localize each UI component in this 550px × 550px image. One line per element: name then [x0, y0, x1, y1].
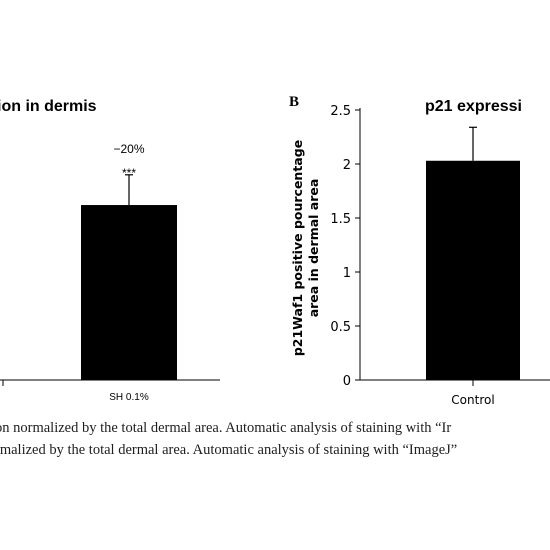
- panel-b-y-tick-label: 2.5: [330, 104, 351, 119]
- panel-a-bar: [81, 205, 177, 380]
- panel-a-category-label: SH 0.1%: [109, 392, 149, 403]
- panel-b-category-label: Control: [451, 393, 494, 407]
- panel-a-significance: ***: [122, 166, 136, 180]
- panel-b-y-tick-label: 1: [343, 266, 351, 281]
- panel-b-y-axis-label: p21Waf1 positive pourcentage area in der…: [290, 140, 321, 356]
- panel-b-y-tick-label: 0.5: [330, 320, 351, 335]
- panel-b-y-axis-label-line2: area in dermal area: [306, 179, 321, 318]
- panel-b-y-tick-label: 0: [343, 374, 351, 389]
- panel-b-bar: [426, 160, 520, 380]
- panel-b: B p21 expressi p21Waf1 positive pourcent…: [289, 94, 550, 407]
- panel-a-percent-change: −20%: [113, 142, 144, 156]
- panel-a: ion in dermis SH 0.1% −20% ***: [0, 98, 220, 403]
- figure-caption-line-2: rmalized by the total dermal area. Autom…: [0, 442, 458, 458]
- panel-a-title: ion in dermis: [0, 98, 97, 115]
- panel-b-y-axis-label-line1: p21Waf1 positive pourcentage: [290, 140, 305, 356]
- panel-b-title: p21 expressi: [425, 98, 522, 115]
- panel-b-label: B: [289, 94, 299, 110]
- panel-b-y-tick-label: 2: [343, 158, 351, 173]
- figure-caption-line-1: on normalized by the total dermal area. …: [0, 420, 452, 436]
- panel-b-y-tick-label: 1.5: [330, 212, 351, 227]
